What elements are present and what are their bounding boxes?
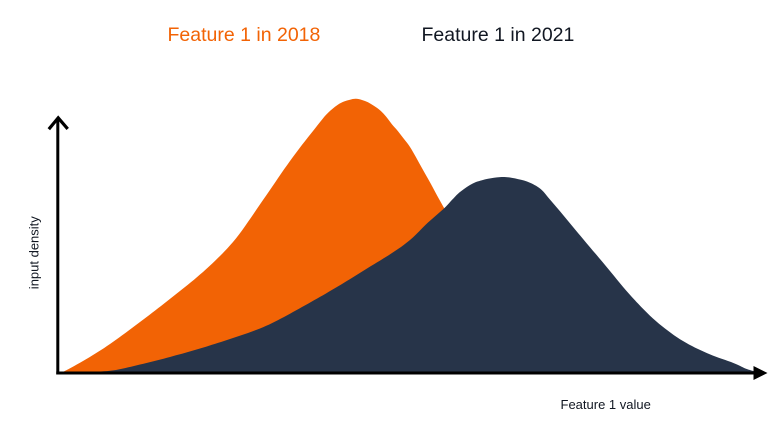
svg-text:Feature 1 in 2018: Feature 1 in 2018 bbox=[168, 24, 321, 46]
svg-text:input density: input density bbox=[27, 216, 42, 289]
svg-text:Feature 1 in 2021: Feature 1 in 2021 bbox=[422, 24, 575, 46]
svg-text:Feature 1 value: Feature 1 value bbox=[561, 397, 651, 412]
